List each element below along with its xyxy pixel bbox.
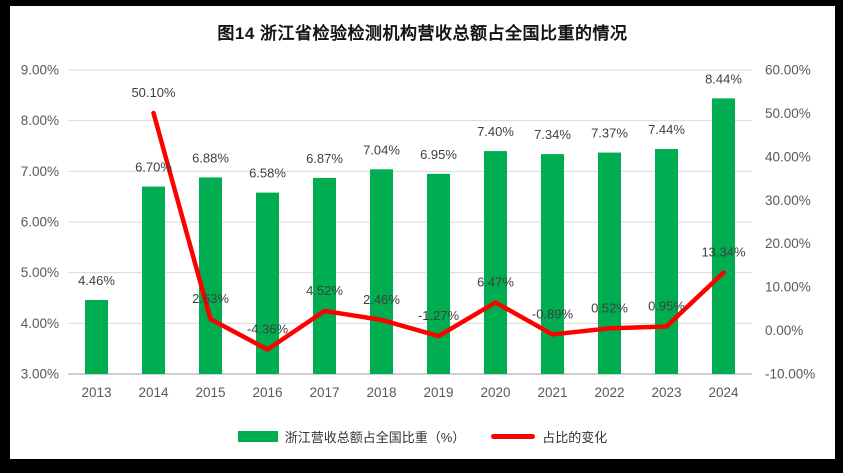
line-label-2015: 2.63% [192, 291, 229, 306]
bar-label-2015: 6.88% [192, 150, 229, 165]
right-axis-tick-label: 30.00% [765, 193, 811, 208]
bar-2017 [313, 177, 336, 374]
right-axis-tick-label: 50.00% [765, 106, 811, 121]
left-axis-tick-label: 3.00% [21, 367, 59, 382]
plot-area: 3.00% 4.00% 5.00% 6.00% 7.00% 8.00% 9.00% -10.0… [21, 63, 816, 401]
bar-2023 [655, 149, 678, 374]
chart-title: 图14 浙江省检验检测机构营收总额占全国比重的情况 [217, 24, 628, 43]
bar-2024 [712, 98, 735, 374]
x-axis-label-2020: 2020 [480, 385, 510, 400]
right-axis-tick-label: 20.00% [765, 236, 811, 251]
x-axis-label-2022: 2022 [594, 385, 624, 400]
x-axis-label-2024: 2024 [708, 385, 739, 400]
bar-2022 [598, 152, 621, 374]
right-axis-tick-label: 10.00% [765, 280, 811, 295]
bar-2015 [199, 177, 222, 374]
line-label-2017: 4.52% [306, 283, 343, 298]
chart-legend: 浙江营收总额占全国比重（%） 占比的变化 [10, 427, 835, 445]
bar-label-2021: 7.34% [534, 127, 571, 142]
left-axis-tick-label: 9.00% [21, 63, 59, 78]
bar-2019 [427, 173, 450, 374]
line-label-2020: 6.47% [477, 274, 514, 289]
bar-label-2018: 7.04% [363, 142, 400, 157]
x-axis-label-2013: 2013 [81, 385, 111, 400]
line-label-2014: 50.10% [131, 85, 176, 100]
line-label-2021: -0.89% [532, 306, 574, 321]
bar-label-2016: 6.58% [249, 166, 286, 181]
line-label-2019: -1.27% [418, 308, 460, 323]
bar-label-2014: 6.70% [135, 160, 172, 175]
legend-line-label: 占比的变化 [542, 429, 608, 445]
bar-2013 [85, 300, 108, 374]
bar-2014 [142, 186, 165, 374]
x-axis-label-2015: 2015 [195, 385, 225, 400]
legend-bar-swatch-icon [237, 430, 278, 442]
x-axis-label-2021: 2021 [537, 385, 567, 400]
line-label-2023: 0.95% [648, 298, 685, 313]
right-axis-tick-label: -10.00% [765, 367, 815, 382]
right-axis-tick-label: 60.00% [765, 63, 811, 78]
bar-2018 [370, 169, 393, 374]
bar-label-2019: 6.95% [420, 147, 457, 162]
legend-line-swatch-icon [491, 433, 536, 439]
bar-2016 [256, 192, 279, 374]
bar-label-2013: 4.46% [78, 273, 115, 288]
line-label-2024: 13.34% [701, 245, 746, 260]
bar-2021 [541, 154, 564, 374]
left-axis-tick-label: 7.00% [21, 164, 59, 179]
right-axis-tick-label: 40.00% [765, 149, 811, 164]
x-axis-label-2018: 2018 [366, 385, 396, 400]
bar-label-2023: 7.44% [648, 122, 685, 137]
legend-bar-label: 浙江营收总额占全国比重（%） [284, 429, 466, 445]
left-axis-tick-label: 8.00% [21, 113, 59, 128]
right-axis-tick-label: 0.00% [765, 323, 803, 338]
chart-card: 3.00% 4.00% 5.00% 6.00% 7.00% 8.00% 9.00% -10.0… [10, 6, 835, 459]
x-axis-label-2017: 2017 [309, 385, 339, 400]
bar-label-2020: 7.40% [477, 124, 514, 139]
line-label-2022: 0.52% [591, 300, 628, 315]
x-axis-label-2023: 2023 [651, 385, 681, 400]
left-axis-tick-label: 4.00% [21, 316, 59, 331]
trend-line [151, 110, 726, 352]
bar-label-2024: 8.44% [705, 71, 742, 86]
x-axis-label-2014: 2014 [138, 385, 169, 400]
bar-label-2022: 7.37% [591, 126, 628, 141]
x-axis-label-2019: 2019 [423, 385, 453, 400]
left-axis-tick-label: 6.00% [21, 215, 59, 230]
left-axis-tick-label: 5.00% [21, 265, 59, 280]
bar-2020 [484, 151, 507, 374]
x-axis-label-2016: 2016 [252, 385, 282, 400]
bar-label-2017: 6.87% [306, 151, 343, 166]
line-label-2018: 2.46% [363, 292, 400, 307]
line-label-2016: -4.36% [247, 322, 289, 337]
